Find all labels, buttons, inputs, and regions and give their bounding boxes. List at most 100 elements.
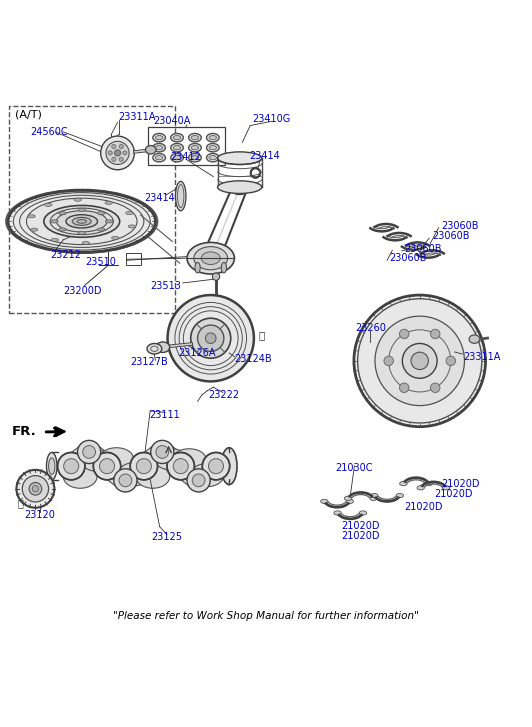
Text: 23212: 23212 (50, 250, 81, 260)
Ellipse shape (13, 193, 150, 250)
Ellipse shape (173, 156, 181, 160)
Ellipse shape (99, 459, 114, 474)
Ellipse shape (154, 449, 188, 470)
Text: 23311A: 23311A (119, 112, 156, 122)
Ellipse shape (171, 153, 184, 162)
Ellipse shape (82, 241, 89, 244)
Text: 21020D: 21020D (341, 531, 379, 541)
Ellipse shape (221, 262, 227, 273)
Ellipse shape (446, 356, 455, 366)
Ellipse shape (190, 318, 231, 358)
Ellipse shape (371, 494, 378, 498)
Ellipse shape (106, 141, 129, 164)
Ellipse shape (359, 511, 367, 515)
Text: 21020D: 21020D (435, 489, 473, 499)
Ellipse shape (430, 329, 440, 339)
Ellipse shape (123, 150, 127, 155)
Ellipse shape (97, 212, 105, 214)
Ellipse shape (78, 231, 86, 234)
Ellipse shape (108, 150, 112, 155)
Ellipse shape (63, 465, 97, 489)
Text: 23127B: 23127B (130, 358, 168, 367)
Ellipse shape (334, 511, 341, 515)
Ellipse shape (45, 204, 52, 206)
Ellipse shape (209, 145, 217, 150)
Polygon shape (156, 443, 187, 475)
Ellipse shape (191, 135, 198, 140)
Ellipse shape (206, 153, 219, 162)
Polygon shape (101, 458, 132, 489)
Text: 23410G: 23410G (252, 113, 290, 124)
Ellipse shape (57, 452, 85, 480)
Text: 23126A: 23126A (178, 348, 215, 358)
Ellipse shape (66, 214, 97, 228)
Ellipse shape (205, 333, 216, 343)
Ellipse shape (400, 329, 409, 339)
Ellipse shape (187, 242, 235, 274)
Text: 23311A: 23311A (463, 352, 501, 362)
Ellipse shape (212, 273, 220, 281)
Ellipse shape (358, 299, 482, 423)
Text: 23060B: 23060B (390, 253, 427, 263)
Ellipse shape (153, 153, 165, 162)
Ellipse shape (153, 143, 165, 152)
Ellipse shape (194, 246, 228, 270)
Ellipse shape (171, 143, 184, 152)
Ellipse shape (190, 464, 224, 486)
Ellipse shape (375, 316, 464, 406)
Ellipse shape (171, 134, 184, 142)
Ellipse shape (136, 459, 152, 474)
Text: 23412: 23412 (171, 152, 202, 162)
Ellipse shape (48, 458, 55, 475)
Ellipse shape (46, 452, 57, 480)
Ellipse shape (77, 220, 87, 223)
Ellipse shape (173, 145, 181, 150)
Ellipse shape (59, 212, 66, 214)
Ellipse shape (192, 474, 205, 487)
Text: 21030C: 21030C (336, 463, 373, 473)
Bar (147, 127, 225, 165)
Ellipse shape (28, 214, 35, 218)
Text: 23513: 23513 (150, 281, 181, 291)
Ellipse shape (101, 136, 135, 170)
Ellipse shape (99, 448, 134, 469)
Text: 23060B: 23060B (432, 231, 469, 241)
Text: 23125: 23125 (152, 532, 182, 542)
Ellipse shape (402, 343, 437, 378)
Ellipse shape (155, 145, 163, 150)
Ellipse shape (59, 228, 66, 231)
Ellipse shape (51, 238, 59, 241)
Ellipse shape (156, 342, 170, 353)
Polygon shape (137, 443, 169, 475)
Ellipse shape (209, 135, 217, 140)
Ellipse shape (72, 217, 91, 225)
Ellipse shape (30, 228, 38, 231)
Ellipse shape (6, 190, 157, 253)
Ellipse shape (119, 145, 123, 148)
Ellipse shape (189, 143, 201, 152)
Ellipse shape (145, 145, 156, 154)
Ellipse shape (206, 134, 219, 142)
Bar (9, 105, 175, 313)
Ellipse shape (430, 383, 440, 393)
Ellipse shape (74, 198, 81, 201)
Ellipse shape (173, 135, 181, 140)
Ellipse shape (32, 486, 39, 492)
Ellipse shape (201, 252, 220, 265)
Ellipse shape (29, 483, 41, 495)
Ellipse shape (112, 157, 116, 161)
Ellipse shape (105, 201, 112, 204)
Ellipse shape (197, 325, 224, 351)
Ellipse shape (206, 143, 219, 152)
Ellipse shape (400, 383, 409, 393)
Ellipse shape (167, 452, 194, 480)
Ellipse shape (130, 452, 157, 480)
Text: 23414: 23414 (250, 150, 280, 161)
Ellipse shape (209, 156, 217, 160)
Text: Ⓚ: Ⓚ (18, 499, 23, 508)
Ellipse shape (189, 134, 201, 142)
Ellipse shape (195, 262, 200, 273)
Ellipse shape (411, 352, 428, 369)
Text: 23120: 23120 (24, 510, 55, 520)
Text: 21020D: 21020D (441, 478, 479, 489)
